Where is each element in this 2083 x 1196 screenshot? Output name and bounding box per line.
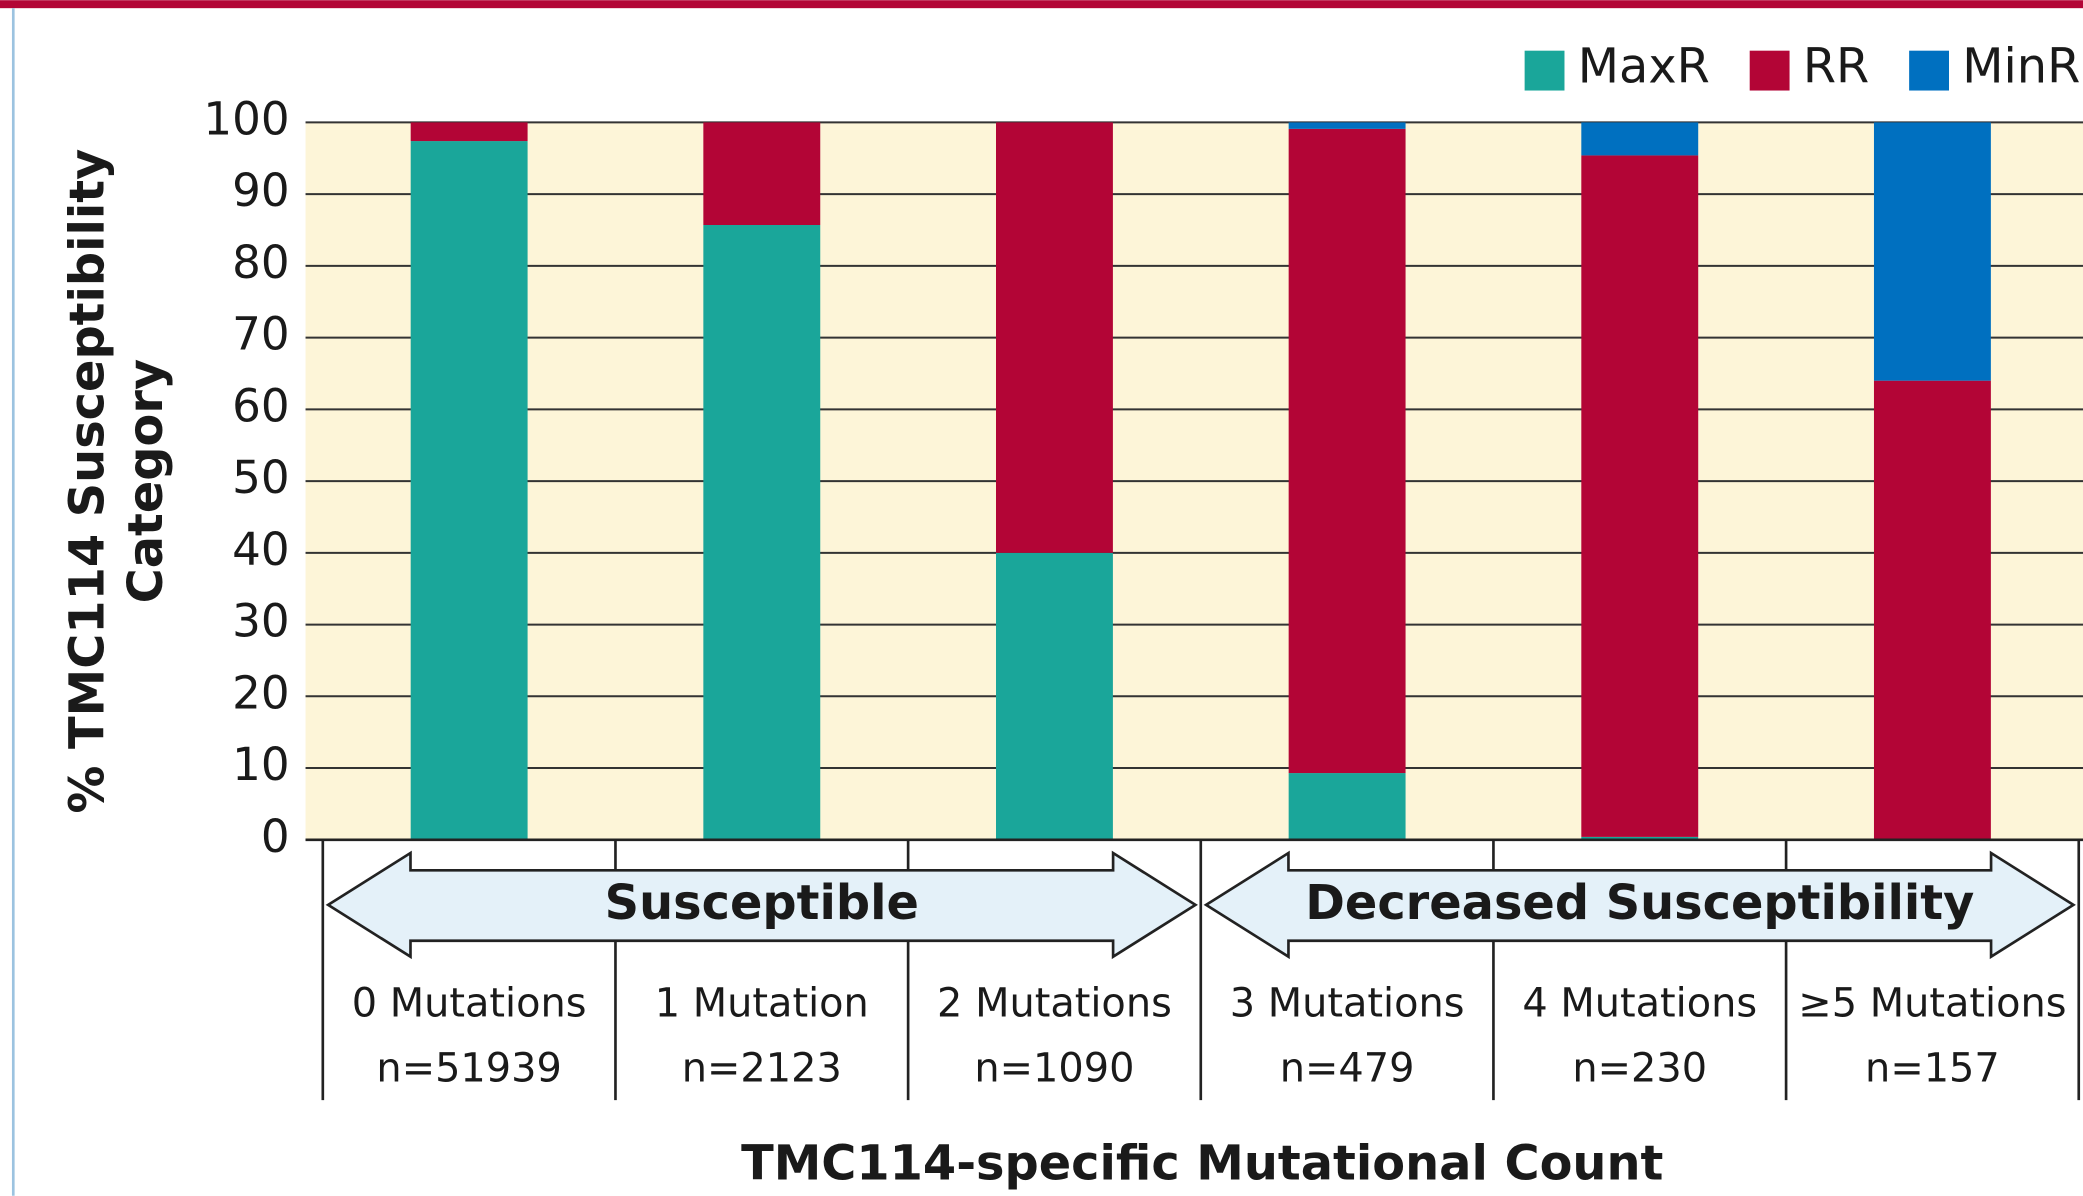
legend-label: RR	[1803, 39, 1869, 94]
bar-segment	[1581, 836, 1699, 840]
group-arrow	[1203, 850, 2076, 960]
legend-label: MinR	[1962, 39, 2080, 94]
legend-swatch	[1749, 50, 1790, 91]
n-label: n=1090	[974, 1045, 1134, 1091]
bar-segment	[410, 122, 528, 142]
y-axis-title: % TMC114 Susceptibility	[60, 149, 115, 814]
bar-segment	[1873, 380, 1991, 840]
n-label: n=479	[1280, 1045, 1415, 1091]
y-axis-title: Category	[119, 359, 174, 603]
y-tick-label: 100	[203, 92, 289, 145]
bar-segment	[1288, 122, 1406, 129]
x-tick-label: ≥5 Mutations	[1798, 980, 2066, 1026]
y-tick-label: 30	[232, 595, 289, 648]
y-tick-label: 50	[232, 451, 289, 504]
y-tick-label: 70	[232, 308, 289, 361]
n-label: n=2123	[682, 1045, 842, 1091]
n-label: n=157	[1865, 1045, 2000, 1091]
y-tick-label: 0	[261, 810, 290, 863]
group-arrow	[325, 850, 1198, 960]
bar-segment	[1873, 122, 1991, 381]
bar-segment	[1581, 122, 1699, 156]
top-rule	[0, 0, 2083, 9]
legend-swatch	[1909, 50, 1949, 91]
x-tick-label: 2 Mutations	[937, 980, 1172, 1026]
x-tick-label: 1 Mutation	[655, 980, 869, 1026]
n-label: n=51939	[376, 1045, 561, 1091]
bar-segment	[996, 552, 1113, 840]
x-tick-label: 3 Mutations	[1230, 980, 1465, 1026]
x-tick-label: 0 Mutations	[352, 980, 587, 1026]
bar-segment	[996, 122, 1113, 553]
legend-swatch	[1524, 50, 1565, 91]
bar-segment	[703, 122, 821, 225]
y-tick-label: 20	[232, 666, 289, 719]
y-tick-label: 40	[232, 523, 289, 576]
y-tick-label: 60	[232, 379, 289, 432]
bar-segment	[410, 141, 528, 840]
x-axis-title: TMC114-specific Mutational Count	[741, 1137, 1663, 1192]
y-tick-label: 90	[232, 164, 289, 217]
group-label: Susceptible	[605, 876, 919, 931]
bar-segment	[1288, 773, 1406, 840]
legend-label: MaxR	[1578, 39, 1710, 94]
y-tick-label: 80	[232, 236, 289, 289]
bar-segment	[1581, 155, 1699, 837]
y-tick-label: 10	[232, 738, 289, 791]
x-tick-label: 4 Mutations	[1522, 980, 1757, 1026]
n-label: n=230	[1572, 1045, 1707, 1091]
bar-segment	[1288, 128, 1406, 774]
bar-segment	[703, 224, 821, 840]
group-label: Decreased Susceptibility	[1305, 876, 1974, 931]
